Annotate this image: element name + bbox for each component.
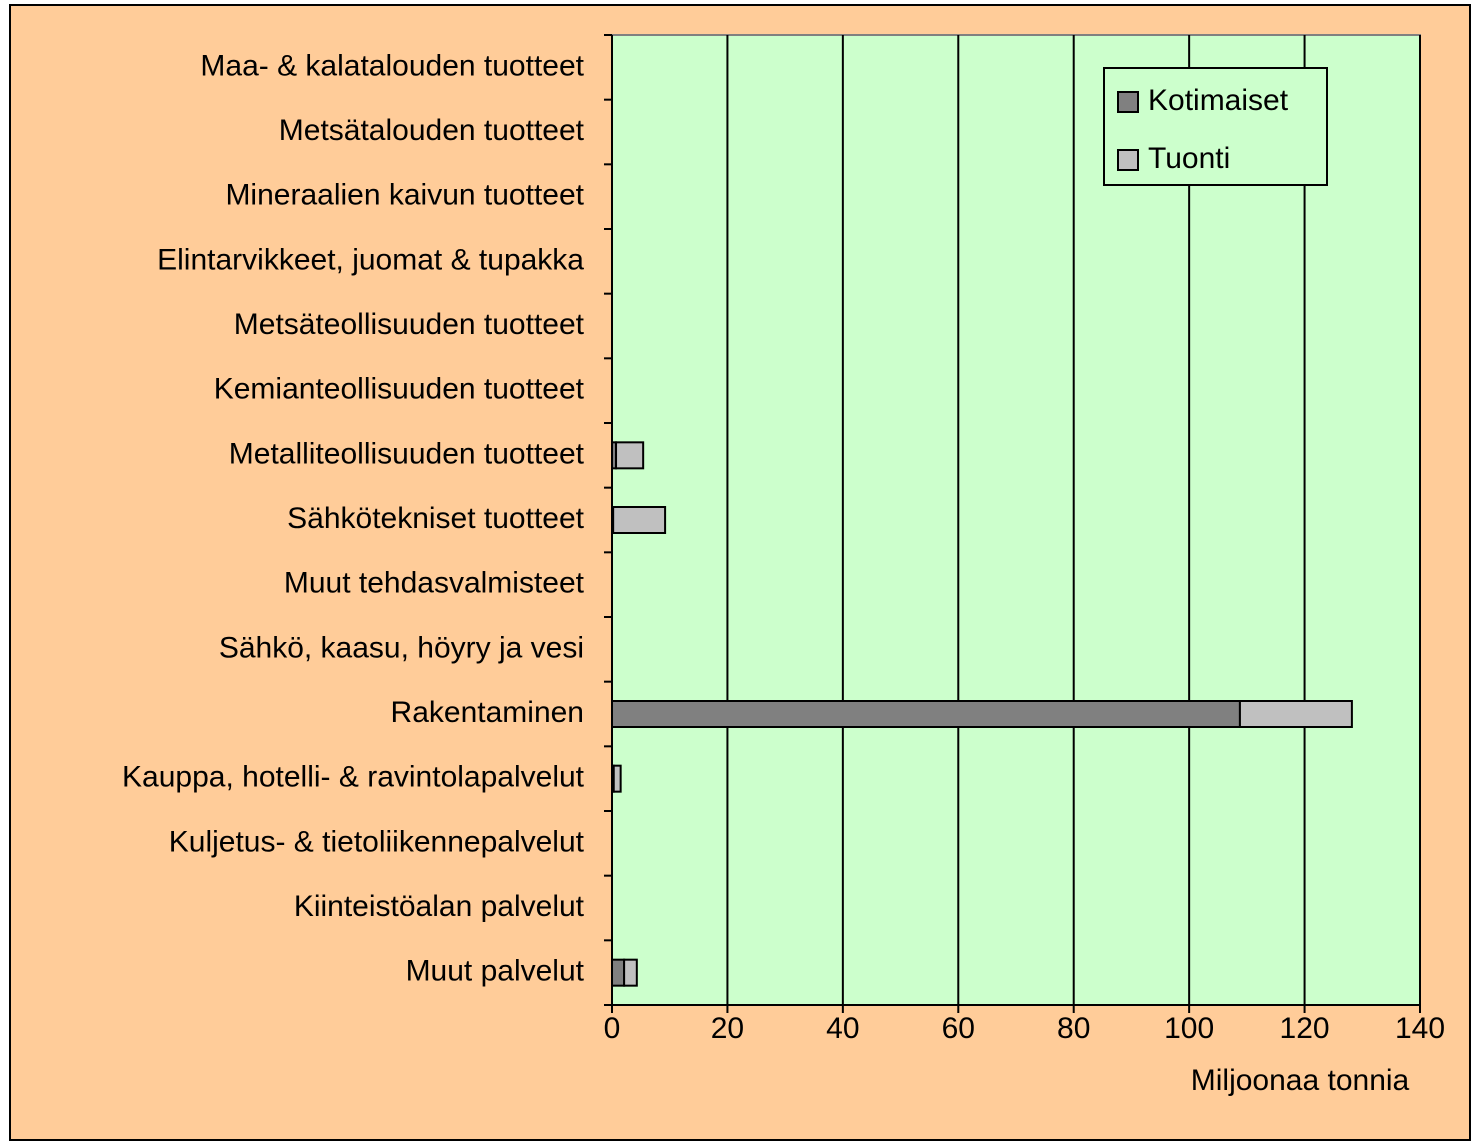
legend-label: Tuonti <box>1148 142 1230 175</box>
y-tick-label: Kauppa, hotelli- & ravintolapalvelut <box>122 761 585 794</box>
y-tick-label: Muut palvelut <box>406 955 585 988</box>
x-tick-label: 140 <box>1395 1012 1445 1045</box>
y-tick-label: Elintarvikkeet, juomat & tupakka <box>157 243 584 276</box>
legend-swatch <box>1117 149 1139 171</box>
y-tick-label: Muut tehdasvalmisteet <box>284 567 585 600</box>
y-tick-label: Kiinteistöalan palvelut <box>294 890 585 923</box>
y-tick-label: Sähkö, kaasu, höyry ja vesi <box>219 631 584 664</box>
bar <box>612 506 667 534</box>
bar <box>615 441 645 470</box>
x-axis-label: Miljoonaa tonnia <box>1191 1064 1410 1097</box>
y-tick-label: Maa- & kalatalouden tuotteet <box>200 49 584 82</box>
bar <box>611 700 1241 728</box>
y-tick-label: Kuljetus- & tietoliikennepalvelut <box>169 825 585 858</box>
y-tick-label: Mineraalien kaivun tuotteet <box>225 179 584 212</box>
x-tick-label: 100 <box>1164 1012 1214 1045</box>
plot-area <box>611 34 1421 1006</box>
y-tick-label: Metalliteollisuuden tuotteet <box>229 437 585 470</box>
bar <box>612 764 622 793</box>
x-tick-label: 0 <box>604 1012 621 1045</box>
x-tick-label: 120 <box>1280 1012 1330 1045</box>
x-tick-label: 60 <box>942 1012 975 1045</box>
bar <box>1238 700 1353 728</box>
legend-swatch <box>1117 91 1139 113</box>
legend-box <box>1103 67 1328 186</box>
x-tick-label: 40 <box>826 1012 859 1045</box>
y-tick-label: Sähkötekniset tuotteet <box>287 502 585 535</box>
legend-label: Kotimaiset <box>1148 84 1289 117</box>
y-tick-label: Rakentaminen <box>391 696 584 729</box>
y-tick-label: Metsäteollisuuden tuotteet <box>234 308 585 341</box>
legend: Kotimaiset Tuonti <box>1103 67 1328 186</box>
y-tick-label: Kemianteollisuuden tuotteet <box>214 373 585 406</box>
x-tick-label: 80 <box>1057 1012 1090 1045</box>
y-tick-label: Metsätalouden tuotteet <box>279 114 585 147</box>
bar <box>623 958 638 987</box>
x-tick-label: 20 <box>711 1012 744 1045</box>
bar <box>611 958 626 987</box>
